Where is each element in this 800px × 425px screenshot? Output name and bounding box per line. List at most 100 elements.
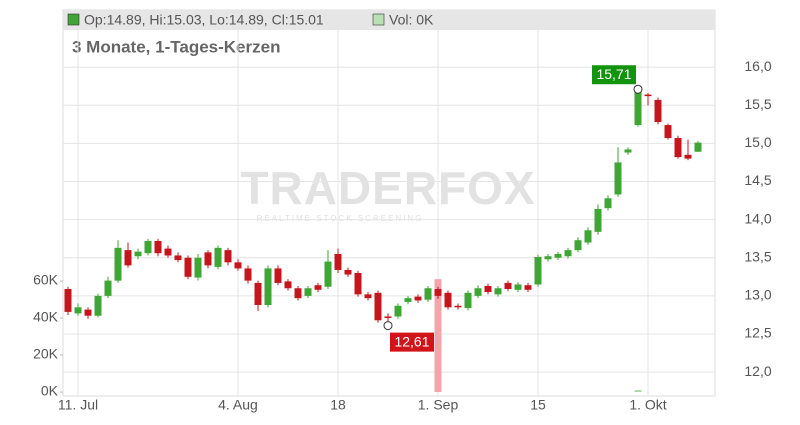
candle-body (414, 296, 422, 301)
candle-body (624, 149, 632, 153)
candle-body (94, 295, 102, 316)
candle-body (454, 305, 462, 308)
candle-body (574, 240, 582, 251)
candle-body (594, 208, 602, 232)
x-tick-label: 1. Okt (629, 397, 666, 413)
candle-body (644, 94, 652, 97)
candle-body (604, 198, 612, 209)
watermark-sub: REALTIME STOCK SCREENING (257, 214, 424, 223)
candle-body (464, 292, 472, 309)
candle-body (274, 268, 282, 283)
candle-body (284, 281, 292, 289)
annotation-label: 15,71 (596, 66, 631, 82)
volume-bar (434, 279, 442, 392)
candle-body (144, 240, 152, 254)
candle-body (64, 289, 72, 312)
x-tick-label: 18 (330, 397, 346, 413)
candle-body (634, 90, 642, 126)
x-tick-label: 1. Sep (418, 397, 459, 413)
candle-body (694, 142, 702, 152)
annotation-label: 12,61 (394, 333, 429, 349)
candle-body (494, 288, 502, 295)
candle-body (554, 253, 562, 258)
candle-body (424, 288, 432, 300)
chart-layer: 12,0 12,5 13,0 13,5 14,0 14,5 15,0 15,5 16,0 0K 20… (33, 29, 772, 413)
candle-body (164, 248, 172, 256)
extreme-marker (633, 84, 643, 94)
y-tick-label: 14,5 (744, 172, 771, 188)
candle-body (564, 250, 572, 257)
header-band (63, 10, 715, 30)
candle-body (504, 282, 512, 290)
candle-body (654, 99, 662, 123)
watermark: TRADERFOX (240, 162, 535, 214)
ohlc-header: Op:14.89, Hi:15.03, Lo:14.89, Cl:15.01 (84, 12, 324, 28)
candle-body (684, 154, 692, 159)
y-tick-label: 14,0 (744, 210, 771, 226)
y2-tick-label: 40K (33, 309, 59, 325)
volume-header: Vol: 0K (389, 12, 434, 28)
y-tick-label: 15,5 (744, 96, 771, 112)
candle-body (664, 125, 672, 139)
y2-tick-label: 20K (33, 346, 59, 362)
candle-body (674, 138, 682, 158)
candle-body (204, 252, 212, 266)
candle-body (304, 288, 312, 296)
candle-body (534, 256, 542, 285)
candle-body (174, 255, 182, 261)
candle-body (314, 285, 322, 290)
volume-legend-icon (372, 13, 385, 26)
y-tick-label: 13,0 (744, 287, 771, 303)
candle-body (614, 162, 622, 195)
candle-body (524, 285, 532, 290)
candle-body (364, 294, 372, 299)
candle-body (214, 247, 222, 267)
candle-body (404, 298, 412, 302)
candle-body (344, 269, 352, 275)
x-tick-label: 11. Jul (58, 397, 98, 413)
x-tick-label: 4. Aug (218, 397, 258, 413)
candle-body (194, 257, 202, 278)
y-tick-label: 12,5 (744, 325, 771, 341)
candle-body (74, 307, 82, 314)
candle-body (294, 288, 302, 299)
y-tick-label: 15,0 (744, 134, 771, 150)
candle-body (514, 284, 522, 290)
candle-body (544, 256, 552, 260)
candle-body (374, 292, 382, 321)
candle-body (104, 280, 112, 296)
y-tick-label: 13,5 (744, 248, 771, 264)
candle-body (244, 268, 252, 281)
candle-body (444, 292, 452, 308)
candle-body (334, 253, 342, 270)
ohlc-legend-icon (67, 13, 80, 26)
candle-body (394, 305, 402, 317)
candle-body (354, 273, 362, 295)
candle-body (154, 240, 162, 254)
candle-body (234, 262, 242, 269)
candle-body (184, 257, 192, 277)
annotation-box (592, 65, 636, 85)
candle-body (224, 250, 232, 263)
candle-body (484, 285, 492, 293)
candle-body (584, 230, 592, 243)
candle-body (324, 261, 332, 287)
y-tick-label: 12,0 (744, 363, 771, 379)
candle-body (474, 288, 482, 296)
candle-body (434, 289, 442, 296)
candle-body (124, 250, 132, 266)
y-tick-label: 16,0 (744, 58, 771, 74)
candle-body (84, 309, 92, 316)
candle-body (264, 268, 272, 306)
subtitle: 3 Monate, 1-Tages-Kerzen (72, 37, 280, 56)
annotation-box (390, 332, 434, 352)
candle-body (114, 247, 122, 281)
candle-body (134, 251, 142, 257)
x-tick-label: 15 (530, 397, 546, 413)
candle-body (384, 316, 392, 318)
y2-tick-label: 0K (41, 383, 59, 399)
extreme-marker (383, 321, 393, 331)
candle-body (254, 282, 262, 306)
